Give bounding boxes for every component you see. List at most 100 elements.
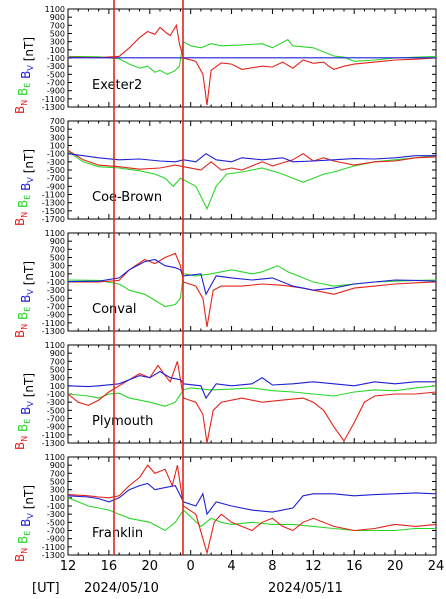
series-line-be (67, 38, 437, 75)
y-tick-label: -1100 (42, 319, 65, 328)
series-line-bv (67, 482, 437, 516)
y-tick-label: 900 (50, 13, 65, 22)
y-tick-label: -300 (47, 158, 65, 167)
y-label-part: N (20, 548, 29, 554)
panel-exeter2: 1100900700500300100-100-300-500-700-900-… (13, 5, 437, 114)
x-tick-label: 12 (305, 559, 322, 574)
y-tick-label: 700 (50, 117, 65, 126)
y-label-part: E (23, 83, 32, 88)
y-tick-label: 300 (50, 133, 65, 142)
y-label-part: V (26, 289, 35, 295)
station-label: Franklin (92, 526, 143, 541)
y-label-part: [nT] (22, 485, 36, 509)
y-tick-label: -1300 (42, 199, 65, 208)
y-tick-label: 700 (50, 357, 65, 366)
y-tick-label: 700 (50, 469, 65, 478)
y-tick-label: 100 (50, 382, 65, 391)
y-tick-label: 100 (50, 270, 65, 279)
series-line-bn (67, 361, 437, 444)
y-tick-label: 500 (50, 125, 65, 134)
y-label-part: N (20, 324, 29, 330)
y-axis-label: BN BE BV [nT] (13, 261, 36, 338)
y-label-part: N (20, 436, 29, 442)
series-line-bn (67, 464, 437, 556)
series-line-be (67, 385, 437, 407)
date-label-day1: 2024/05/10 (84, 581, 159, 596)
y-tick-label: 700 (50, 245, 65, 254)
y-tick-label: -700 (47, 79, 65, 88)
y-tick-label: -700 (47, 303, 65, 312)
y-tick-label: -500 (47, 406, 65, 415)
series-line-bn (67, 149, 437, 171)
series-line-bv (67, 370, 436, 400)
y-tick-label: 300 (50, 374, 65, 383)
x-tick-label: 4 (227, 559, 235, 574)
y-tick-label: 300 (50, 38, 65, 47)
y-tick-label: 1100 (45, 229, 65, 238)
y-label-part: B (19, 407, 33, 415)
y-label-part: B (16, 424, 30, 432)
panel-plymouth: 1100900700500300100-100-300-500-700-900-… (13, 341, 437, 450)
y-label-part: B (19, 295, 33, 303)
y-tick-label: -1300 (42, 327, 65, 336)
y-label-part: [nT] (22, 373, 36, 397)
y-tick-label: 900 (50, 461, 65, 470)
date-label-day2: 2024/05/11 (268, 581, 343, 596)
y-tick-label: -100 (47, 54, 65, 63)
y-label-part: B (13, 330, 27, 338)
y-tick-label: 100 (50, 46, 65, 55)
y-tick-label: -1700 (42, 215, 65, 224)
y-tick-label: -900 (47, 182, 65, 191)
y-tick-label: -700 (47, 527, 65, 536)
y-tick-label: -300 (47, 286, 65, 295)
y-tick-label: 900 (50, 349, 65, 358)
x-tick-label: 20 (387, 559, 404, 574)
y-tick-label: -500 (47, 70, 65, 79)
y-tick-label: 300 (50, 262, 65, 271)
y-tick-label: -500 (47, 294, 65, 303)
y-tick-label: 500 (50, 366, 65, 375)
y-label-part: B (13, 554, 27, 562)
y-tick-label: -1100 (42, 431, 65, 440)
y-tick-label: 1100 (45, 5, 65, 14)
y-tick-label: 100 (50, 142, 65, 151)
y-tick-label: -300 (47, 398, 65, 407)
y-tick-label: -100 (47, 150, 65, 159)
x-tick-label: 0 (187, 559, 195, 574)
y-tick-label: -100 (47, 390, 65, 399)
y-tick-label: 500 (50, 254, 65, 263)
y-axis-label: BN BE BV [nT] (13, 373, 36, 450)
x-axis: 12 16 20 0 4 8 12 16 20 24 (60, 559, 445, 574)
y-tick-label: 1100 (45, 453, 65, 462)
y-label-part: E (23, 307, 32, 312)
ut-label: [UT] (32, 581, 60, 596)
y-tick-label: -100 (47, 502, 65, 511)
x-tick-label: 24 (428, 559, 445, 574)
y-tick-label: 100 (50, 494, 65, 503)
y-label-part: V (26, 65, 35, 71)
panel-conval: 1100900700500300100-100-300-500-700-900-… (13, 229, 437, 338)
series-line-bv (67, 153, 436, 163)
y-label-part: E (23, 419, 32, 424)
y-axis-label: BN BE BV [nT] (13, 485, 36, 562)
y-tick-label: -900 (47, 87, 65, 96)
y-label-part: [nT] (22, 37, 36, 61)
y-tick-label: 300 (50, 486, 65, 495)
y-label-part: B (13, 218, 27, 226)
y-label-part: B (19, 71, 33, 79)
y-label-part: B (13, 442, 27, 450)
x-tick-label: 16 (346, 559, 363, 574)
y-tick-label: -900 (47, 311, 65, 320)
y-label-part: B (19, 183, 33, 191)
y-tick-label: -300 (47, 510, 65, 519)
y-tick-label: 500 (50, 30, 65, 39)
y-label-part: N (20, 212, 29, 218)
series-line-bv (67, 258, 437, 296)
panel-coe-brown: 700500300100-100-300-500-700-900-1100-13… (13, 117, 437, 226)
y-label-part: V (26, 401, 35, 407)
y-label-part: B (16, 312, 30, 320)
x-tick-label: 8 (268, 559, 276, 574)
y-tick-label: -1100 (42, 191, 65, 200)
station-label: Plymouth (92, 414, 153, 429)
y-label-part: V (26, 177, 35, 183)
